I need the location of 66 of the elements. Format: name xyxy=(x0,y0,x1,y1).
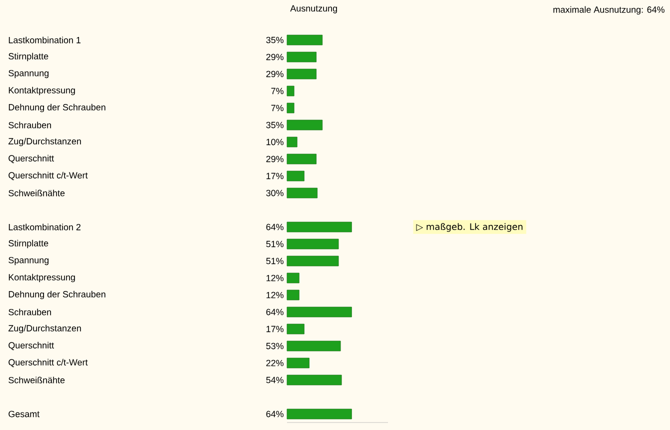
text: maximale Ausnutzung: 64% xyxy=(553,6,664,15)
y-tick-label: Gesamt xyxy=(8,410,40,418)
data-label: 51% xyxy=(266,258,284,264)
data-label: 53% xyxy=(266,342,284,350)
y-tick-label: Spannung xyxy=(8,70,48,78)
y-tick-label: Querschnitt xyxy=(8,342,54,350)
y-tick-label: Querschnitt c/t-Wert xyxy=(8,172,88,180)
data-label: 54% xyxy=(266,376,284,384)
data-label: 7% xyxy=(271,104,284,112)
y-tick-label: Querschnitt xyxy=(8,154,54,164)
data-label: 64% xyxy=(266,308,284,316)
data-label: 22% xyxy=(266,360,284,366)
bar xyxy=(286,68,316,80)
bar xyxy=(286,136,298,148)
data-label: 7% xyxy=(271,88,284,94)
data-label: 35% xyxy=(266,122,284,128)
y-tick-label: Lastkombination 2 xyxy=(8,224,80,230)
data-label: 64% xyxy=(266,410,284,418)
data-label: 29% xyxy=(266,156,284,162)
y-tick-label: Schrauben xyxy=(8,122,51,128)
bar xyxy=(286,154,316,164)
y-tick-label: Dehnung der Schrauben xyxy=(8,104,106,112)
bar xyxy=(286,374,342,386)
bar xyxy=(286,34,323,46)
data-label: 35% xyxy=(266,36,284,44)
y-tick-label: Kontaktpressung xyxy=(8,274,75,282)
y-tick-label: Schweißnähte xyxy=(8,376,65,384)
bar xyxy=(286,120,323,130)
bar xyxy=(286,102,294,114)
bar xyxy=(286,272,300,284)
y-tick-label: Stirnplatte xyxy=(8,240,48,248)
bar xyxy=(286,358,310,368)
data-label: 17% xyxy=(266,172,284,180)
x-axis-title: Ausnutzung xyxy=(290,5,337,14)
y-tick-label: Schweißnähte xyxy=(8,190,65,196)
bar xyxy=(286,340,341,352)
y-tick-label: Dehnung der Schrauben xyxy=(8,290,106,300)
data-label: 17% xyxy=(266,326,284,332)
y-tick-label: Stirnplatte xyxy=(8,52,48,62)
y-tick-label: Schrauben xyxy=(8,308,51,316)
data-label: 64% xyxy=(266,224,284,230)
data-label: 29% xyxy=(266,54,284,60)
y-tick-label: Spannung xyxy=(8,256,48,266)
data-label: 12% xyxy=(266,292,284,298)
bar xyxy=(286,188,318,198)
bar xyxy=(286,170,304,182)
y-tick-label: Querschnitt c/t-Wert xyxy=(8,358,88,368)
bar xyxy=(286,290,300,300)
text: ▷ maßgeb. Lk anzeigen xyxy=(416,223,522,232)
bar xyxy=(286,324,304,334)
data-label: 51% xyxy=(266,240,284,248)
bar xyxy=(286,222,352,232)
bar xyxy=(286,52,316,62)
y-tick-label: Kontaktpressung xyxy=(8,86,75,96)
data-label: 10% xyxy=(266,138,284,146)
data-label: 12% xyxy=(266,274,284,282)
bar xyxy=(286,306,352,318)
bar xyxy=(286,238,339,250)
bar xyxy=(286,408,352,420)
y-tick-label: Zug/Durchstanzen xyxy=(8,324,81,334)
y-tick-label: Zug/Durchstanzen xyxy=(8,138,81,146)
bar xyxy=(286,86,294,96)
data-label: 30% xyxy=(266,190,284,196)
y-tick-label: Lastkombination 1 xyxy=(8,36,80,44)
data-label: 29% xyxy=(266,70,284,78)
bar xyxy=(286,256,339,266)
